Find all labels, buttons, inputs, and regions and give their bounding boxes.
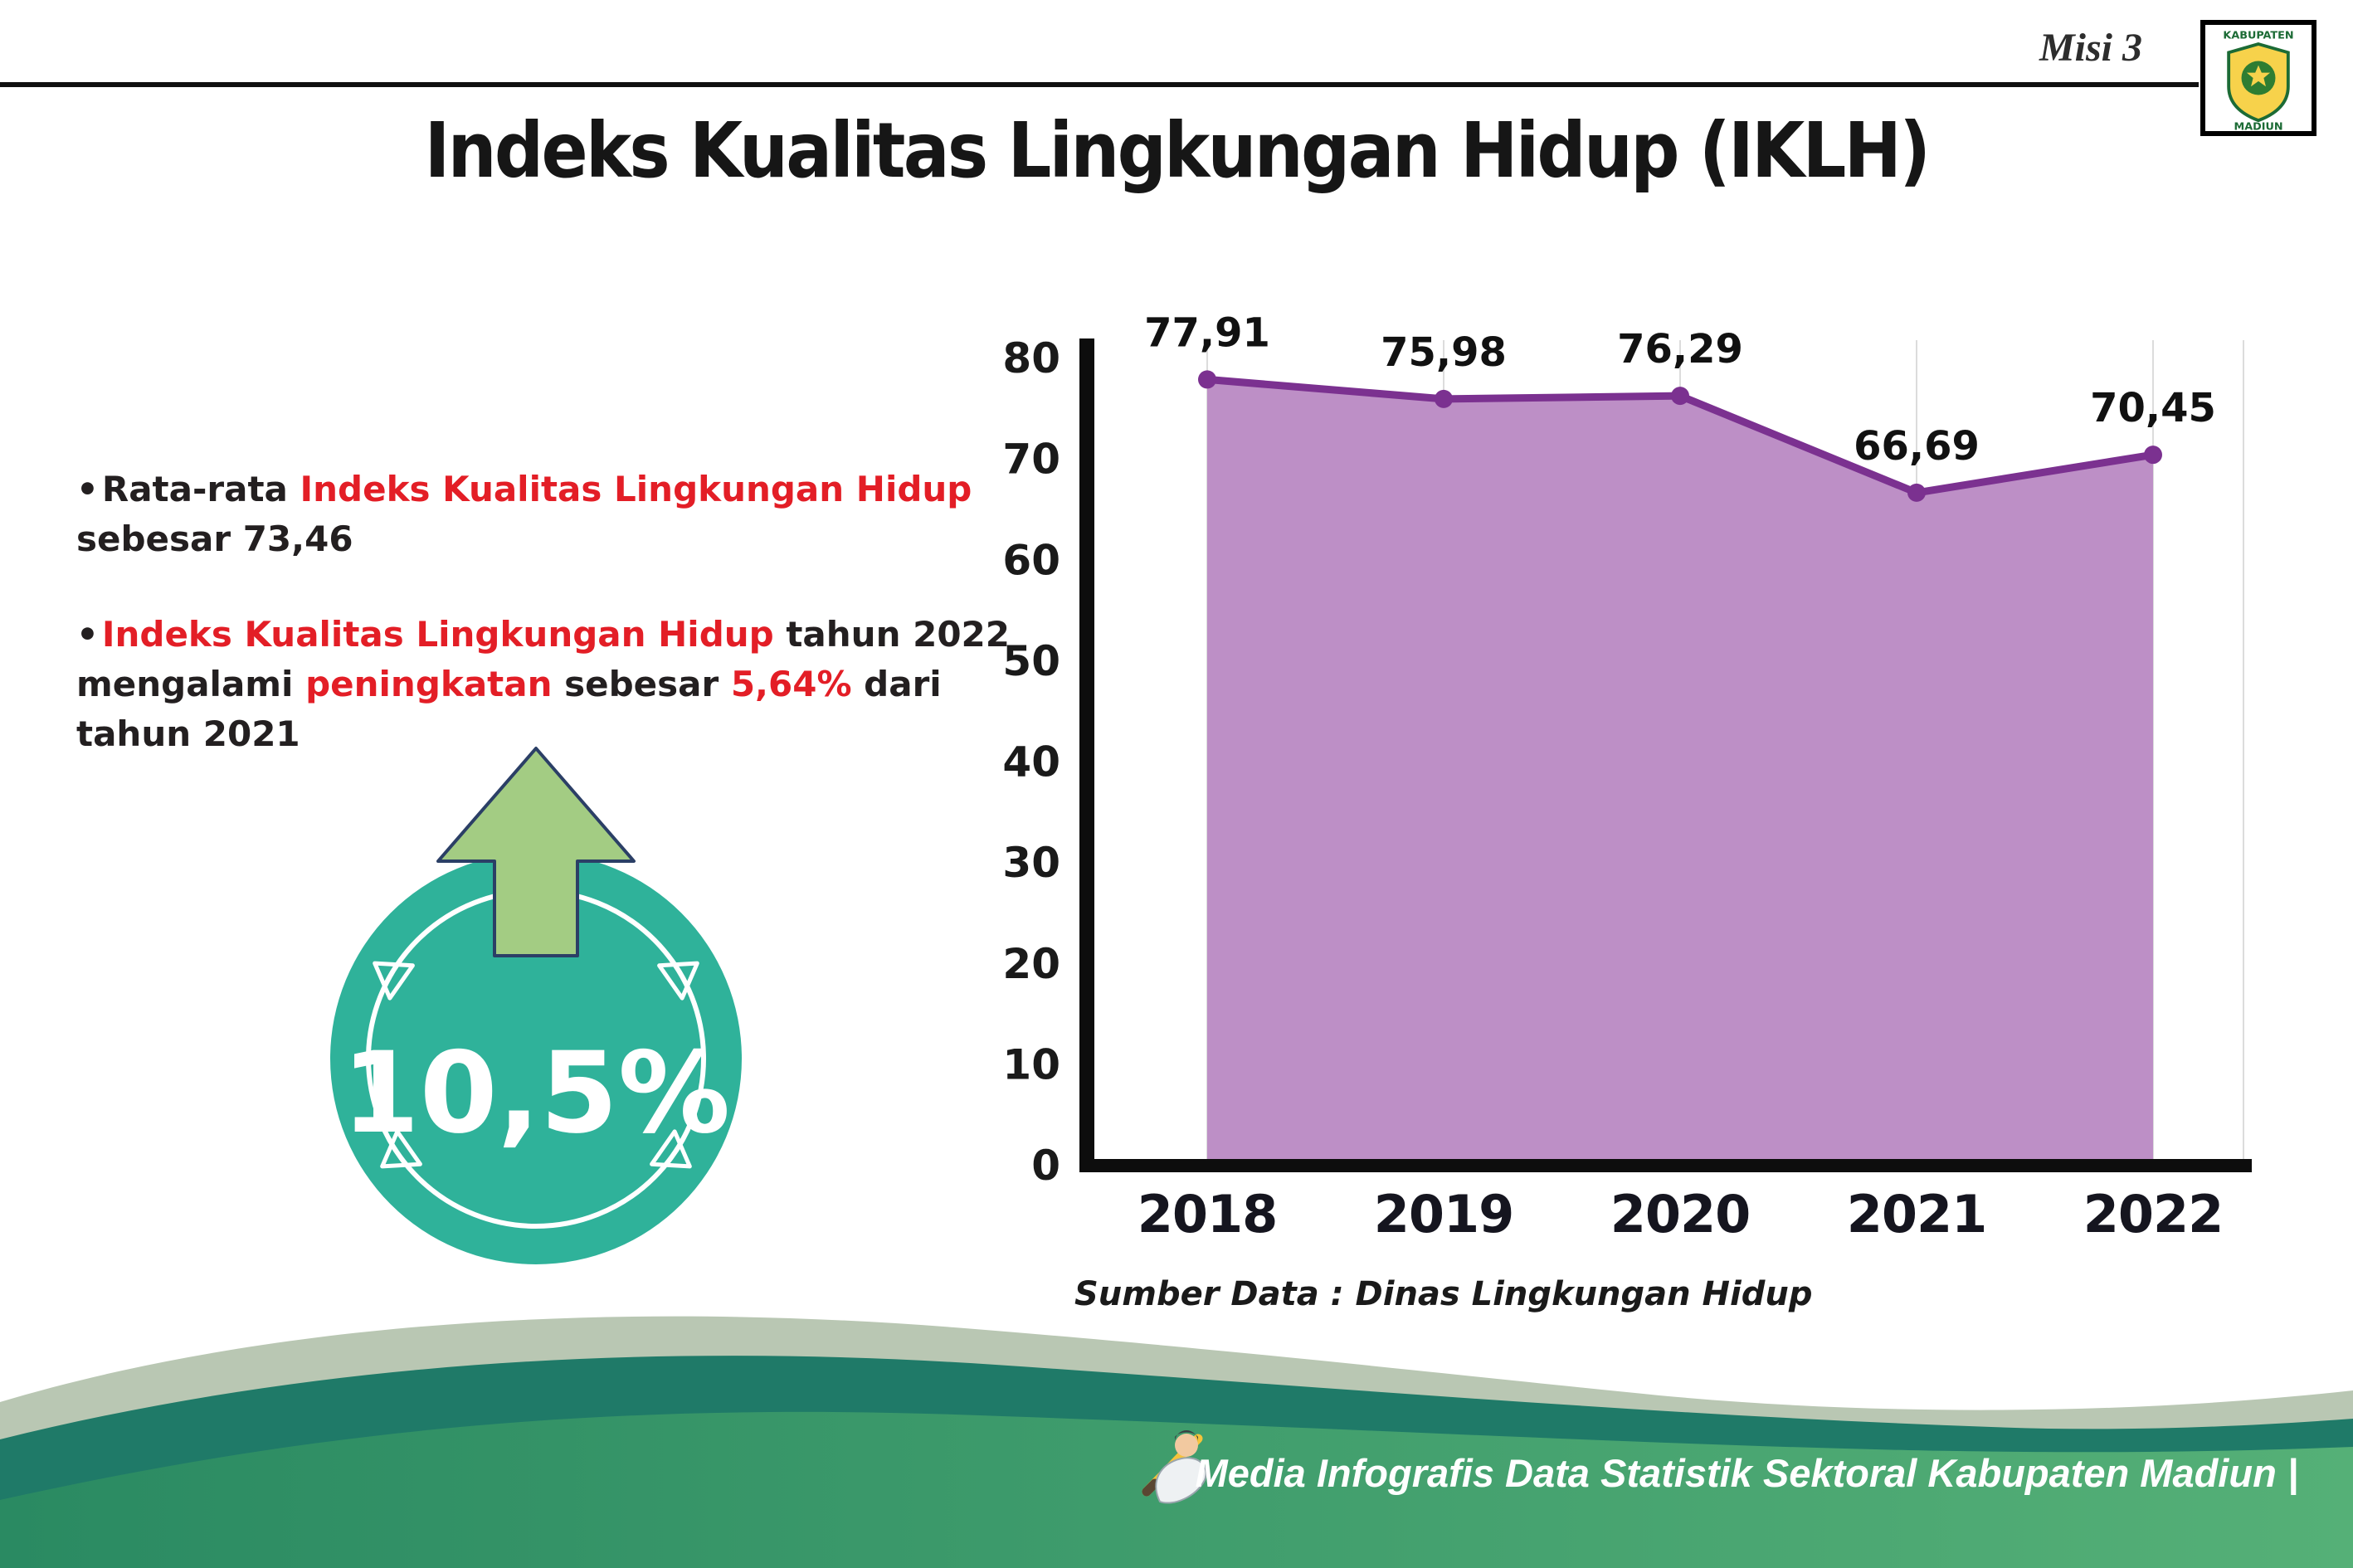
misi-label: Misi 3	[2039, 26, 2142, 70]
badge-triangle-icon	[373, 961, 415, 1001]
kabupaten-madiun-logo: KABUPATEN MADIUN	[2200, 20, 2316, 136]
badge-triangle-icon	[657, 961, 699, 1001]
badge-value: 10,5%	[342, 1028, 730, 1158]
y-tick-label: 70	[1002, 436, 1060, 484]
badge-triangle-icon	[380, 1129, 422, 1169]
x-tick-label: 2019	[1374, 1184, 1514, 1244]
crest-icon: KABUPATEN MADIUN	[2223, 30, 2293, 131]
bullet-text-segment: tahun 2022 mengalami	[76, 614, 1010, 704]
chart-point	[1907, 483, 1926, 502]
y-tick-label: 10	[1002, 1040, 1060, 1088]
chart-area	[1207, 379, 2153, 1166]
x-tick-label: 2022	[2083, 1184, 2224, 1244]
value-label: 76,29	[1617, 326, 1743, 373]
value-label: 70,45	[2090, 385, 2216, 431]
bullet-text-segment: Indeks Kualitas Lingkungan Hidup	[101, 614, 774, 655]
x-tick-label: 2021	[1847, 1184, 1987, 1244]
bullet-text-segment: Rata-rata	[101, 469, 300, 509]
bullet-average-iklh: Rata-rata Indeks Kualitas Lingkungan Hid…	[76, 465, 1039, 563]
y-tick-label: 40	[1002, 738, 1060, 786]
y-tick-label: 30	[1002, 839, 1060, 887]
increase-badge: 10,5%	[330, 747, 742, 1264]
badge-circle	[330, 853, 742, 1264]
logo-top-text: KABUPATEN	[2223, 30, 2293, 42]
value-label: 77,91	[1144, 309, 1270, 356]
footer-waves	[0, 1316, 2353, 1568]
badge-triangle-icon	[650, 1129, 692, 1169]
bullet-text-segment: Indeks Kualitas Lingkungan Hidup	[300, 469, 972, 509]
y-tick-label: 80	[1002, 334, 1060, 382]
key-points-list: Rata-rata Indeks Kualitas Lingkungan Hid…	[76, 465, 1039, 805]
top-divider-line	[0, 82, 2199, 87]
y-tick-label: 60	[1002, 536, 1060, 584]
y-tick-label: 20	[1002, 940, 1060, 988]
y-tick-label: 0	[1031, 1142, 1060, 1190]
chart-canvas: 77,91 75,98 76,29 66,69 70,45 0 10 20 30 40 50 60 70…	[1002, 309, 2252, 1244]
bullet-text-segment: sebesar 73,46	[76, 518, 353, 559]
chart-point	[1198, 370, 1216, 389]
iklh-area-chart: 77,91 75,98 76,29 66,69 70,45 0 10 20 30 40 50 60 70…	[996, 290, 2307, 1352]
page-title: Indeks Kualitas Lingkungan Hidup (IKLH)	[424, 106, 1932, 195]
chart-point	[1435, 389, 1453, 408]
x-tick-label: 2020	[1610, 1184, 1751, 1244]
bullet-text-segment: 5,64%	[730, 663, 852, 704]
value-label: 66,69	[1854, 423, 1980, 470]
logo-bottom-text: MADIUN	[2234, 121, 2282, 131]
bullet-text-segment: peningkatan	[305, 663, 553, 704]
data-source: Sumber Data : Dinas Lingkungan Hidup	[1074, 1275, 1813, 1313]
x-tick-label: 2018	[1138, 1184, 1278, 1244]
arrow-up-icon	[436, 747, 636, 957]
bullet-text-segment: dari tahun 2021	[76, 663, 942, 754]
chart-point	[2144, 446, 2162, 465]
crest-star	[2246, 65, 2271, 87]
chart-point	[1671, 387, 1689, 406]
footer-caption: Media Infografis Data Statistik Sektoral…	[1195, 1451, 2298, 1495]
bullet-text-segment: sebesar	[552, 663, 731, 704]
bullet-increase-iklh: Indeks Kualitas Lingkungan Hidup tahun 2…	[76, 610, 1039, 758]
value-label: 75,98	[1381, 329, 1507, 376]
y-tick-label: 50	[1002, 637, 1060, 685]
mascot-icon	[1142, 1430, 1207, 1504]
